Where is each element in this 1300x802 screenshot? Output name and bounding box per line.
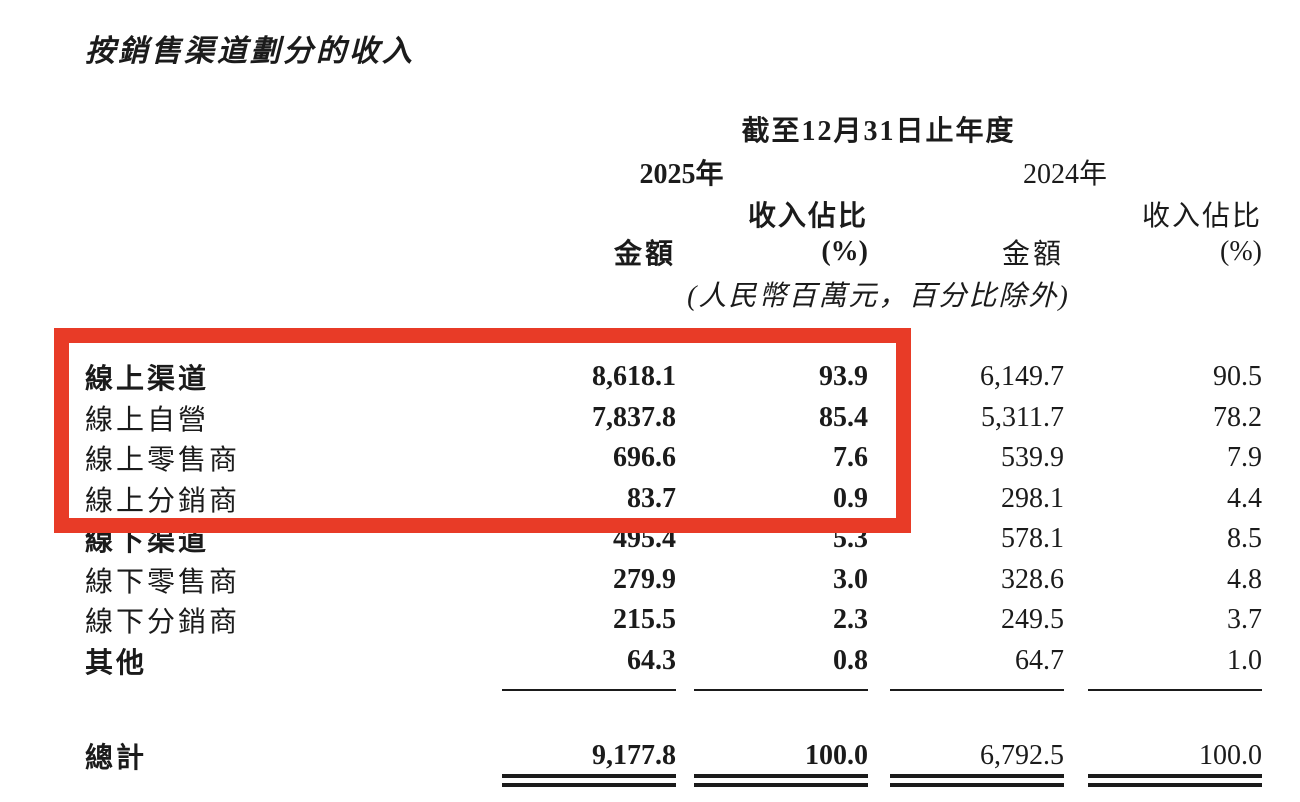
amount-2024: 5,311.7 [981,401,1064,433]
total-label: 總計 [85,743,148,774]
table-row-online-distributors: 線上分銷商 83.7 0.9 298.1 4.4 [85,479,1262,520]
amount-2025: 279.9 [613,563,676,595]
column-rule [694,689,868,691]
share-header-2024: 收入佔比 [1141,201,1262,232]
year-2024-header: 2024年 [1022,159,1107,190]
amount-header-2025: 金額 [613,239,676,270]
total-spacer [85,691,1262,736]
total-double-rule-row [85,774,1262,788]
column-rule [890,689,1064,691]
period-header-row: 截至12月31日止年度 [85,108,1262,150]
double-rule [890,774,1064,787]
amount-2024: 328.6 [1001,563,1064,595]
amount-2025: 215.5 [613,604,676,636]
total-pct-2024: 100.0 [1199,740,1262,771]
pct-2025: 3.0 [833,563,868,595]
percent-header-2024: (%) [1220,236,1262,267]
pct-2024: 8.5 [1227,523,1262,555]
percent-header-2025: (%) [821,236,868,267]
amount-2025: 64.3 [627,644,676,676]
page-title: 按銷售渠道劃分的收入 [85,35,415,68]
row-label: 線下分銷商 [85,607,241,639]
row-label: 線下渠道 [85,526,210,558]
amount-2024: 249.5 [1001,604,1064,636]
pct-2024: 1.0 [1227,644,1262,676]
share-header-2025: 收入佔比 [747,201,868,232]
table-row-offline-retailers: 線下零售商 279.9 3.0 328.6 4.8 [85,560,1262,601]
row-label: 其他 [85,647,148,679]
pct-2024: 4.4 [1227,482,1262,514]
share-header-row: 收入佔比 收入佔比 [85,194,1262,232]
amount-2024: 298.1 [1001,482,1064,514]
amount-2024: 578.1 [1001,523,1064,555]
table-row-online-self-operated: 線上自營 7,837.8 85.4 5,311.7 78.2 [85,398,1262,439]
row-label: 線上渠道 [85,364,210,396]
revenue-by-channel-table: 截至12月31日止年度 2025年 2024年 收入佔比 收入佔比 金額 (%)… [85,108,1262,788]
table-row-offline-distributors: 線下分銷商 215.5 2.3 249.5 3.7 [85,600,1262,641]
amount-header-2024: 金額 [1001,239,1064,270]
pct-2024: 4.8 [1227,563,1262,595]
pct-2024: 78.2 [1213,401,1262,433]
amount-2025: 495.4 [613,523,676,555]
pct-2025: 7.6 [833,442,868,474]
pct-2025: 5.3 [833,523,868,555]
pct-2025: 93.9 [819,361,868,393]
pct-2024: 7.9 [1227,442,1262,474]
total-pct-2025: 100.0 [805,740,868,771]
double-rule [502,774,676,787]
column-rule [1088,689,1262,691]
amount-2025: 696.6 [613,442,676,474]
row-label: 線上零售商 [85,445,241,477]
unit-note: (人民幣百萬元，百分比除外) [687,281,1070,312]
row-label: 線上分銷商 [85,485,241,517]
pct-2025: 0.9 [833,482,868,514]
header-body-spacer [85,316,1262,357]
subtotal-rule-row [85,681,1262,691]
amount-2024: 64.7 [1015,644,1064,676]
table-row-offline-channel: 線下渠道 495.4 5.3 578.1 8.5 [85,519,1262,560]
double-rule [1088,774,1262,787]
pct-2024: 3.7 [1227,604,1262,636]
column-header-row: 金額 (%) 金額 (%) [85,232,1262,272]
total-amount-2025: 9,177.8 [592,740,676,771]
double-rule [694,774,868,787]
total-amount-2024: 6,792.5 [980,740,1064,771]
table-row-online-retailers: 線上零售商 696.6 7.6 539.9 7.9 [85,438,1262,479]
pct-2025: 2.3 [833,604,868,636]
table-row-total: 總計 9,177.8 100.0 6,792.5 100.0 [85,736,1262,774]
amount-2025: 83.7 [627,482,676,514]
amount-2024: 539.9 [1001,442,1064,474]
unit-note-row: (人民幣百萬元，百分比除外) [85,272,1262,316]
period-header: 截至12月31日止年度 [741,116,1016,147]
amount-2025: 7,837.8 [592,401,676,433]
pct-2024: 90.5 [1213,361,1262,393]
amount-2024: 6,149.7 [980,361,1064,393]
year-header-row: 2025年 2024年 [85,150,1262,194]
row-label: 線下零售商 [85,566,241,598]
column-rule [502,689,676,691]
year-2025-header: 2025年 [639,159,724,190]
pct-2025: 85.4 [819,401,868,433]
table-row-others: 其他 64.3 0.8 64.7 1.0 [85,641,1262,682]
table-row-online-channel: 線上渠道 8,618.1 93.9 6,149.7 90.5 [85,357,1262,398]
row-label: 線上自營 [85,404,210,436]
pct-2025: 0.8 [833,644,868,676]
amount-2025: 8,618.1 [592,361,676,393]
